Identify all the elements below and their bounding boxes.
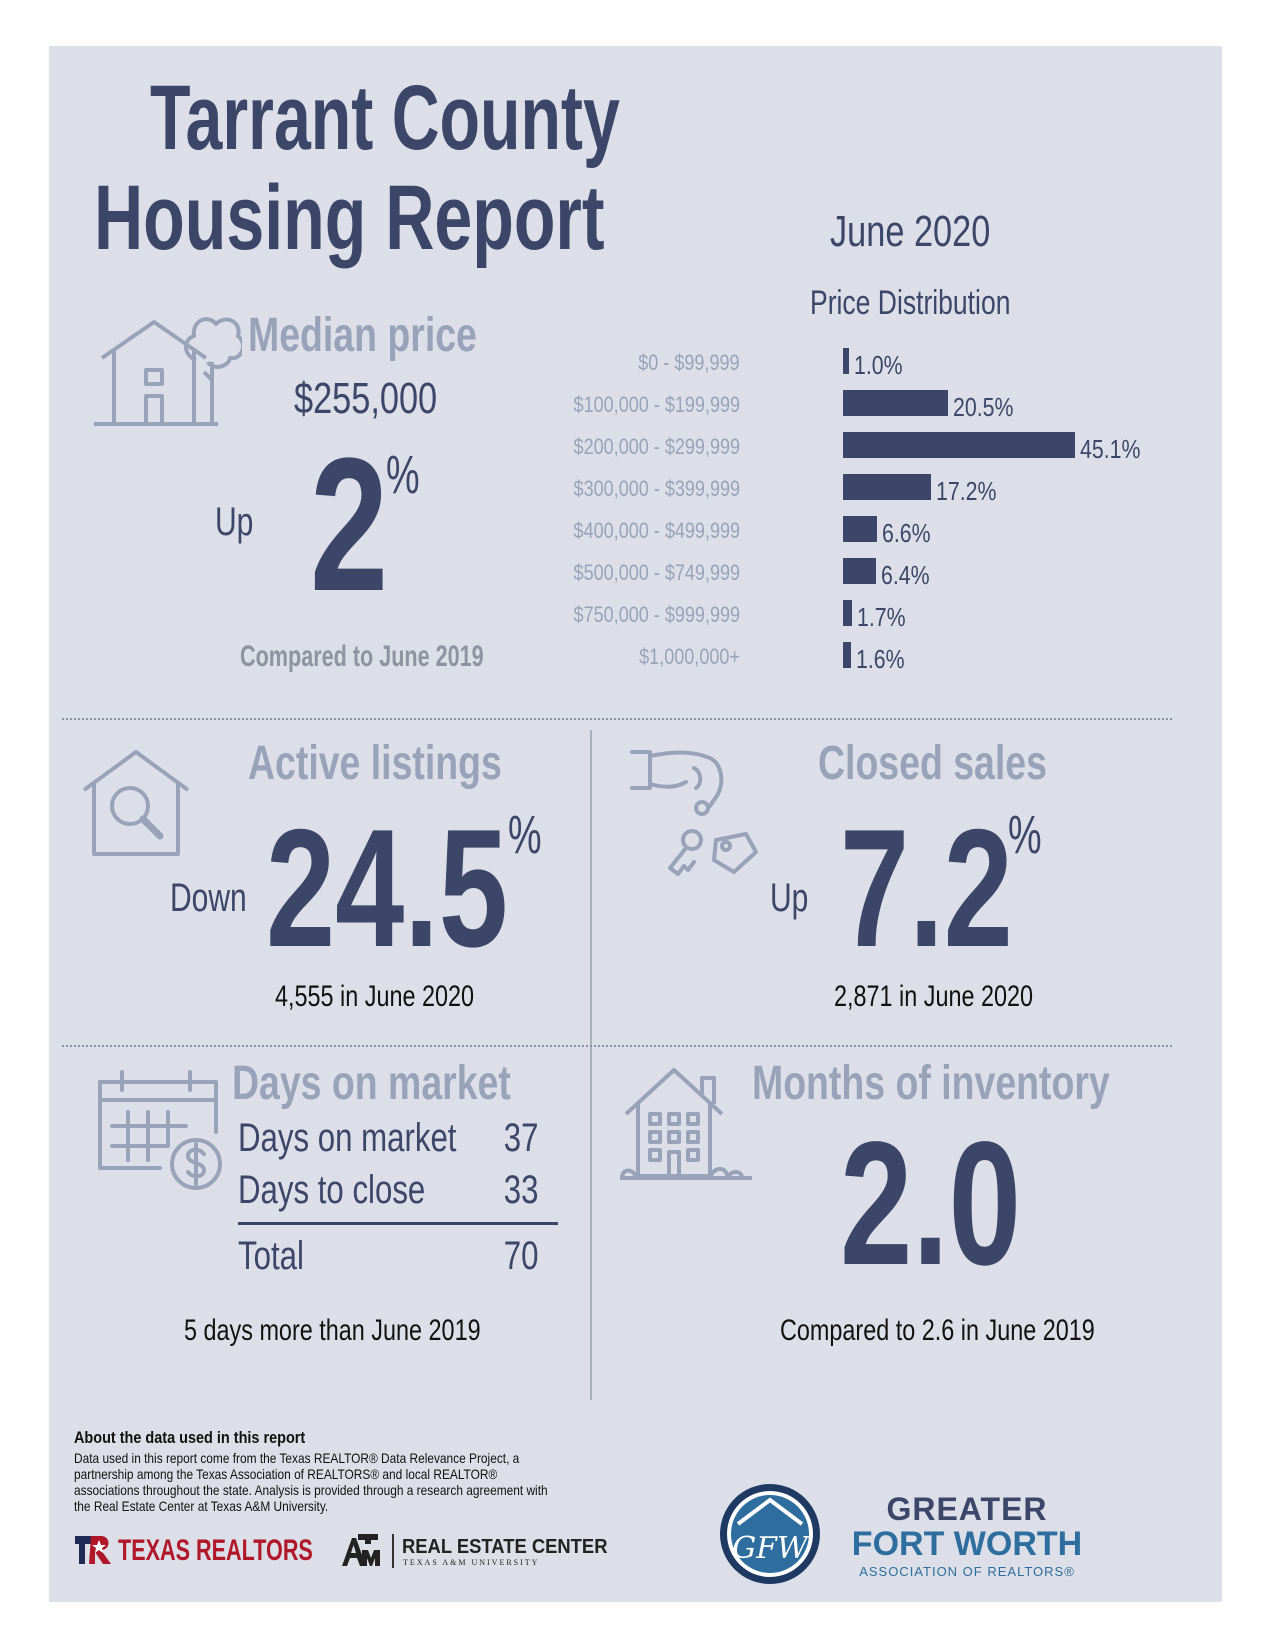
price-range-label: $200,000 - $299,999: [573, 434, 740, 459]
about-body: Data used in this report come from the T…: [74, 1450, 548, 1514]
gfw-logo-line1: GREATER: [886, 1491, 1048, 1527]
price-distribution-bar: [843, 600, 852, 626]
price-range-label: $500,000 - $749,999: [573, 560, 740, 585]
price-distribution-value: 45.1%: [1080, 434, 1141, 464]
price-distribution-row: $0 - $99,999 1.0%: [638, 346, 1180, 380]
dom-row-total-value: 70: [503, 1234, 538, 1278]
calendar-dollar-icon: [98, 1070, 222, 1190]
title-line1: Tarrant County: [150, 67, 620, 169]
active-listings-direction: Down: [170, 876, 247, 920]
price-range-label: $300,000 - $399,999: [573, 476, 740, 501]
price-distribution-value: 1.6%: [856, 644, 905, 674]
price-distribution-row: $100,000 - $199,999 20.5%: [573, 388, 1180, 422]
active-listings-percent: %: [508, 805, 542, 865]
dom-row-market-label: Days on market: [238, 1116, 457, 1160]
price-distribution-bar: [843, 348, 849, 374]
price-distribution-bar: [843, 390, 948, 416]
dom-row-close-value: 33: [503, 1168, 538, 1212]
price-distribution-value: 6.4%: [881, 560, 930, 590]
price-distribution-bar: [843, 642, 851, 668]
texas-am-logo-icon: [342, 1534, 380, 1566]
closed-sales-detail: 2,871 in June 2020: [834, 980, 1034, 1013]
gfw-monogram: GFW: [732, 1531, 810, 1566]
months-inventory-heading: Months of inventory: [752, 1057, 1110, 1110]
divider-top: [62, 718, 1172, 720]
closed-sales-percent: %: [1008, 805, 1042, 865]
title-line2: Housing Report: [94, 167, 605, 269]
gfw-logo-emblem: GFW: [720, 1484, 820, 1584]
active-listings-change: 24.5: [266, 794, 508, 982]
gfw-logo-line3: ASSOCIATION OF REALTORS®: [859, 1564, 1075, 1579]
dom-row-market-value: 37: [503, 1116, 538, 1160]
dom-total-rule: [238, 1222, 558, 1225]
price-distribution-bar: [843, 474, 931, 500]
gfw-logo-line2: FORT WORTH: [851, 1525, 1083, 1563]
median-direction: Up: [215, 500, 254, 544]
texas-realtors-logo-icon: [75, 1536, 111, 1564]
divider-middle: [62, 1045, 1172, 1047]
about-heading: About the data used in this report: [74, 1428, 306, 1447]
report-card: [49, 46, 1222, 1602]
price-range-label: $0 - $99,999: [638, 350, 740, 375]
price-distribution-value: 6.6%: [882, 518, 931, 548]
divider-vertical: [590, 730, 592, 1400]
active-listings-detail: 4,555 in June 2020: [275, 980, 475, 1013]
dom-row-close-label: Days to close: [238, 1168, 426, 1212]
price-distribution-row: $750,000 - $999,999 1.7%: [573, 598, 1180, 632]
median-price-heading: Median price: [248, 309, 477, 362]
closed-sales-change: 7.2: [840, 794, 1013, 982]
active-listings-heading: Active listings: [248, 737, 502, 790]
price-distribution-title: Price Distribution: [810, 284, 1011, 322]
closed-sales-heading: Closed sales: [818, 737, 1047, 790]
median-price-value: $255,000: [294, 374, 438, 423]
price-distribution-value: 17.2%: [936, 476, 997, 506]
dom-row-total-label: Total: [238, 1234, 304, 1278]
price-distribution-bar: [843, 558, 876, 584]
price-distribution-value: 20.5%: [953, 392, 1014, 422]
house-magnifier-icon: [82, 750, 190, 856]
gfw-logo-text: GREATER FORT WORTH ASSOCIATION OF REALTO…: [832, 1492, 1102, 1579]
median-change-number: 2: [310, 419, 389, 631]
price-distribution-row: $500,000 - $749,999 6.4%: [573, 556, 1180, 590]
price-distribution-row: $1,000,000+ 1.6%: [639, 640, 1180, 674]
median-comparison: Compared to June 2019: [240, 640, 484, 673]
closed-sales-direction: Up: [770, 876, 809, 920]
house-tree-icon: [94, 317, 242, 426]
price-distribution-bar: [843, 432, 1075, 458]
price-range-label: $100,000 - $199,999: [573, 392, 740, 417]
rec-logo-divider: [392, 1534, 394, 1568]
apartment-building-icon: [620, 1068, 752, 1180]
price-distribution-row: $400,000 - $499,999 6.6%: [573, 514, 1180, 548]
price-distribution-row: $300,000 - $399,999 17.2%: [573, 472, 1180, 506]
price-distribution-value: 1.7%: [857, 602, 906, 632]
real-estate-center-logo-text: REAL ESTATE CENTER: [402, 1536, 608, 1558]
price-range-label: $400,000 - $499,999: [573, 518, 740, 543]
hand-keys-icon: [630, 750, 758, 876]
price-distribution-bar: [843, 516, 877, 542]
price-distribution-row: $200,000 - $299,999 45.1%: [573, 430, 1180, 464]
price-range-label: $750,000 - $999,999: [573, 602, 740, 627]
days-on-market-heading: Days on market: [232, 1057, 511, 1110]
price-distribution-value: 1.0%: [854, 350, 903, 380]
real-estate-center-logo-subtext: TEXAS A&M UNIVERSITY: [403, 1558, 540, 1567]
price-range-label: $1,000,000+: [639, 644, 740, 669]
dom-comparison: 5 days more than June 2019: [184, 1314, 481, 1347]
report-month: June 2020: [830, 207, 991, 256]
months-inventory-comparison: Compared to 2.6 in June 2019: [780, 1314, 1095, 1347]
median-percent-sign: %: [386, 445, 420, 505]
texas-realtors-logo-text: TEXAS REALTORS: [118, 1534, 313, 1567]
months-inventory-value: 2.0: [840, 1106, 1022, 1302]
